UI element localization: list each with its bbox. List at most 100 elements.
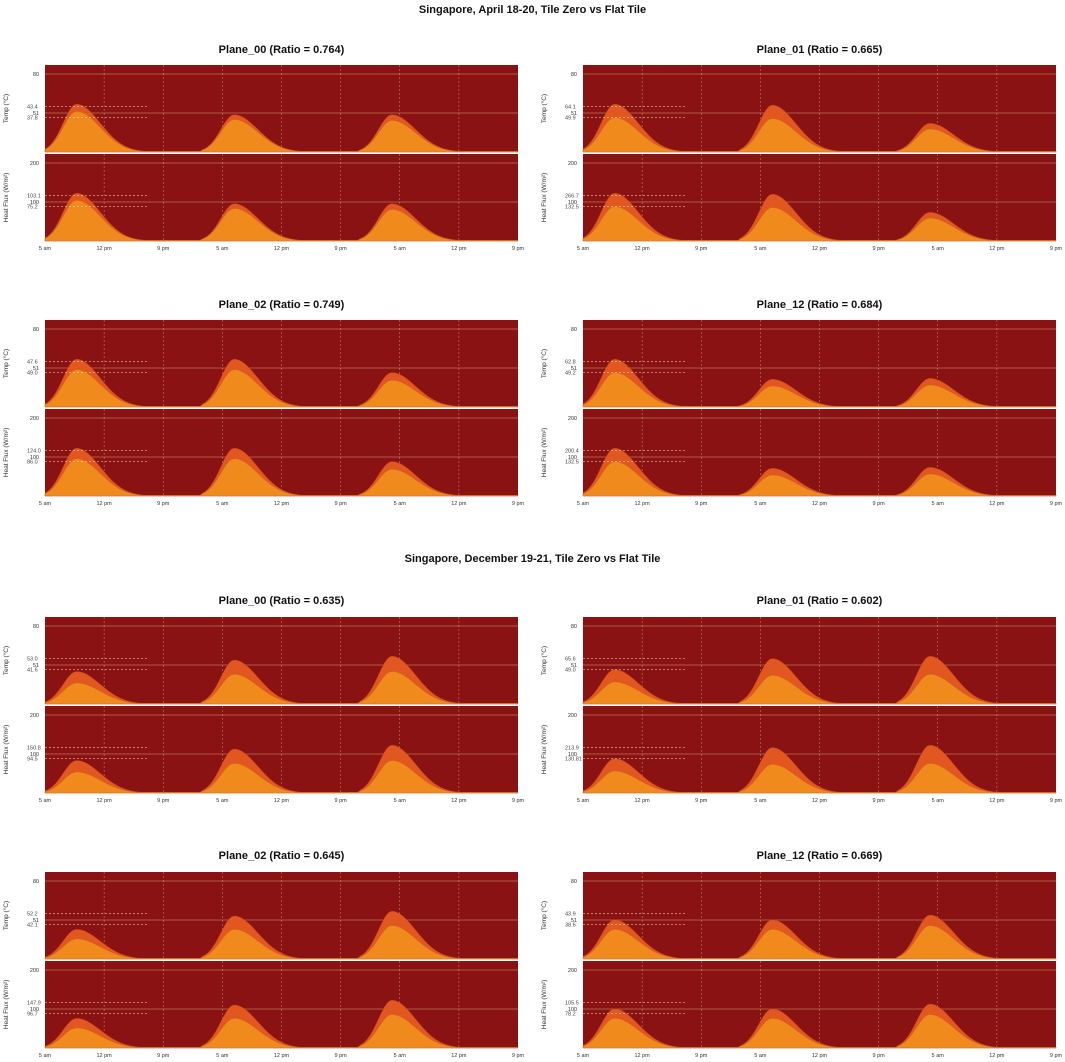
y-tick-label: 200 — [30, 161, 39, 167]
flat-tile-area — [582, 1014, 1057, 1049]
x-tick-label: 12 pm — [812, 246, 828, 252]
y-tick-label: 200 — [568, 416, 577, 422]
x-tick-label: 12 pm — [634, 501, 650, 507]
y-axis-label-temp: Temp (°C) — [2, 901, 10, 930]
flat-tile-area — [582, 117, 1057, 153]
x-tick-label: 5 am — [39, 501, 52, 507]
x-tick-label: 9 pm — [873, 1053, 886, 1059]
reference-value: 53.0 — [27, 657, 38, 663]
reference-value: 75.2 — [27, 205, 38, 211]
y-axis-label-flux: Heat Flux (W/m²) — [541, 428, 548, 477]
y-tick-label: 80 — [33, 72, 39, 78]
reference-value: 52.2 — [27, 912, 38, 918]
x-tick-label: 5 am — [394, 798, 407, 804]
y-tick-label: 51 — [571, 918, 577, 924]
flat-tile-area — [44, 369, 519, 408]
x-tick-label: 9 pm — [1050, 1053, 1063, 1059]
y-tick-label: 80 — [571, 72, 577, 78]
x-tick-label: 12 pm — [96, 1053, 112, 1059]
y-axis-label-flux: Heat Flux (W/m²) — [541, 725, 548, 774]
reference-value: 213.9 — [565, 746, 579, 752]
x-tick-label: 9 pm — [1050, 246, 1063, 252]
reference-value: 38.6 — [565, 923, 576, 929]
x-tick-label: 5 am — [394, 246, 407, 252]
reference-value: 47.6 — [27, 360, 38, 366]
x-tick-label: 9 pm — [157, 798, 170, 804]
x-tick-label: 9 pm — [1050, 501, 1063, 507]
reference-value: 147.9 — [27, 1001, 41, 1007]
y-tick-label: 80 — [33, 879, 39, 885]
x-tick-label: 12 pm — [634, 246, 650, 252]
panel-title: Plane_12 (Ratio = 0.669) — [756, 850, 883, 862]
y-tick-label: 80 — [571, 624, 577, 630]
x-tick-label: 12 pm — [96, 501, 112, 507]
flat-tile-area — [44, 760, 519, 794]
y-axis-label-flux: Heat Flux (W/m²) — [541, 173, 548, 222]
y-tick-label: 200 — [30, 968, 39, 974]
reference-value: 200.4 — [565, 449, 579, 455]
x-tick-label: 12 pm — [274, 1053, 290, 1059]
y-tick-label: 51 — [33, 111, 39, 117]
y-tick-label: 100 — [568, 455, 577, 461]
reference-value: 86.0 — [27, 460, 38, 466]
reference-value: 43.9 — [565, 912, 576, 918]
x-tick-label: 5 am — [932, 246, 945, 252]
x-tick-label: 12 pm — [274, 246, 290, 252]
x-tick-label: 9 pm — [512, 501, 525, 507]
x-tick-label: 9 pm — [335, 501, 348, 507]
x-tick-label: 12 pm — [96, 798, 112, 804]
flat-tile-area — [44, 671, 519, 705]
x-tick-label: 5 am — [932, 798, 945, 804]
y-axis-label-temp: Temp (°C) — [540, 901, 548, 930]
y-axis-label-flux: Heat Flux (W/m²) — [3, 173, 10, 222]
y-tick-label: 51 — [33, 918, 39, 924]
panel-title: Plane_01 (Ratio = 0.602) — [756, 595, 883, 607]
reference-value: 37.8 — [27, 116, 38, 122]
x-tick-label: 12 pm — [812, 501, 828, 507]
x-tick-label: 5 am — [577, 501, 590, 507]
x-tick-label: 12 pm — [989, 501, 1005, 507]
y-tick-label: 200 — [30, 416, 39, 422]
x-tick-label: 12 pm — [989, 246, 1005, 252]
y-axis-label-temp: Temp (°C) — [540, 349, 548, 378]
x-tick-label: 9 pm — [873, 501, 886, 507]
x-tick-label: 5 am — [577, 1053, 590, 1059]
flat-tile-area — [582, 763, 1057, 794]
x-tick-label: 12 pm — [634, 798, 650, 804]
reference-value: 49.9 — [565, 116, 576, 122]
x-tick-label: 12 pm — [451, 798, 467, 804]
y-axis-label-temp: Temp (°C) — [2, 94, 10, 123]
x-tick-label: 5 am — [394, 501, 407, 507]
y-tick-label: 100 — [30, 752, 39, 758]
y-tick-label: 100 — [568, 752, 577, 758]
y-tick-label: 200 — [568, 161, 577, 167]
reference-value: 65.6 — [565, 657, 576, 663]
reference-value: 42.1 — [27, 923, 38, 929]
y-tick-label: 100 — [568, 200, 577, 206]
reference-value: 41.6 — [27, 668, 38, 674]
x-tick-label: 12 pm — [812, 798, 828, 804]
x-tick-label: 12 pm — [451, 246, 467, 252]
x-tick-label: 9 pm — [873, 798, 886, 804]
y-axis-label-flux: Heat Flux (W/m²) — [541, 980, 548, 1029]
y-tick-label: 51 — [33, 663, 39, 669]
y-tick-label: 51 — [33, 366, 39, 372]
y-tick-label: 51 — [571, 663, 577, 669]
x-tick-label: 5 am — [39, 1053, 52, 1059]
x-tick-label: 9 pm — [335, 798, 348, 804]
x-tick-label: 5 am — [577, 246, 590, 252]
x-tick-label: 9 pm — [695, 246, 708, 252]
reference-value: 43.4 — [27, 105, 38, 111]
x-tick-label: 5 am — [39, 798, 52, 804]
reference-value: 105.5 — [565, 1001, 579, 1007]
